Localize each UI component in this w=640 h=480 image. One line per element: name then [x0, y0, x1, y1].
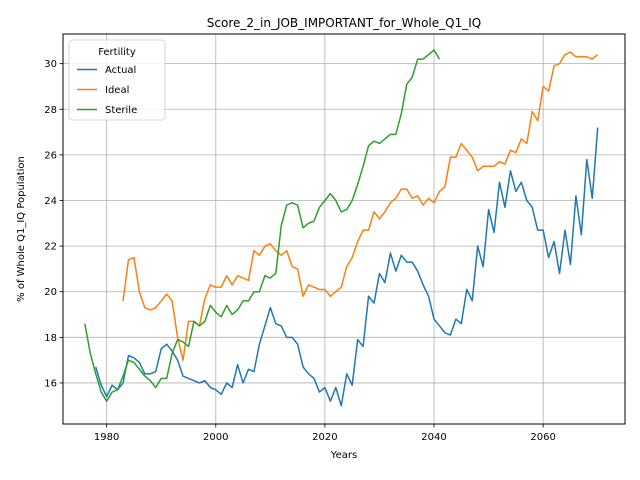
- series-line-actual: [95, 127, 599, 407]
- y-axis: 16 18 20 22 24 26 28 30: [44, 59, 63, 389]
- y-tick-label: 30: [44, 59, 57, 70]
- y-tick-label: 18: [44, 333, 57, 344]
- y-axis-label: % of Whole Q1_IQ Population: [16, 156, 27, 302]
- x-tick-label: 1980: [94, 432, 119, 443]
- series-layer: [84, 49, 599, 407]
- y-tick-label: 24: [44, 196, 57, 207]
- x-tick-label: 2040: [421, 432, 446, 443]
- legend: Fertility Actual Ideal Sterile: [68, 39, 166, 121]
- y-tick-label: 26: [44, 150, 57, 161]
- y-tick-label: 20: [44, 287, 57, 298]
- legend-label-ideal: Ideal: [105, 85, 129, 96]
- series-line-ideal: [122, 51, 599, 361]
- chart-title: Score_2_in_JOB_IMPORTANT_for_Whole_Q1_IQ: [207, 16, 481, 30]
- x-tick-label: 2000: [203, 432, 228, 443]
- series-line-sterile: [84, 49, 441, 402]
- plot-frame: [62, 33, 626, 425]
- x-tick-label: 2060: [530, 432, 555, 443]
- x-axis-label: Years: [330, 450, 357, 461]
- grid: [63, 34, 625, 424]
- y-tick-label: 16: [44, 378, 57, 389]
- y-tick-label: 22: [44, 242, 57, 253]
- legend-title: Fertility: [98, 47, 136, 58]
- legend-label-actual: Actual: [105, 65, 136, 76]
- x-axis: 1980 2000 2020 2040 2060: [94, 424, 556, 443]
- x-tick-label: 2020: [312, 432, 337, 443]
- legend-box: [68, 39, 166, 121]
- legend-label-sterile: Sterile: [105, 105, 137, 116]
- y-tick-label: 28: [44, 105, 57, 116]
